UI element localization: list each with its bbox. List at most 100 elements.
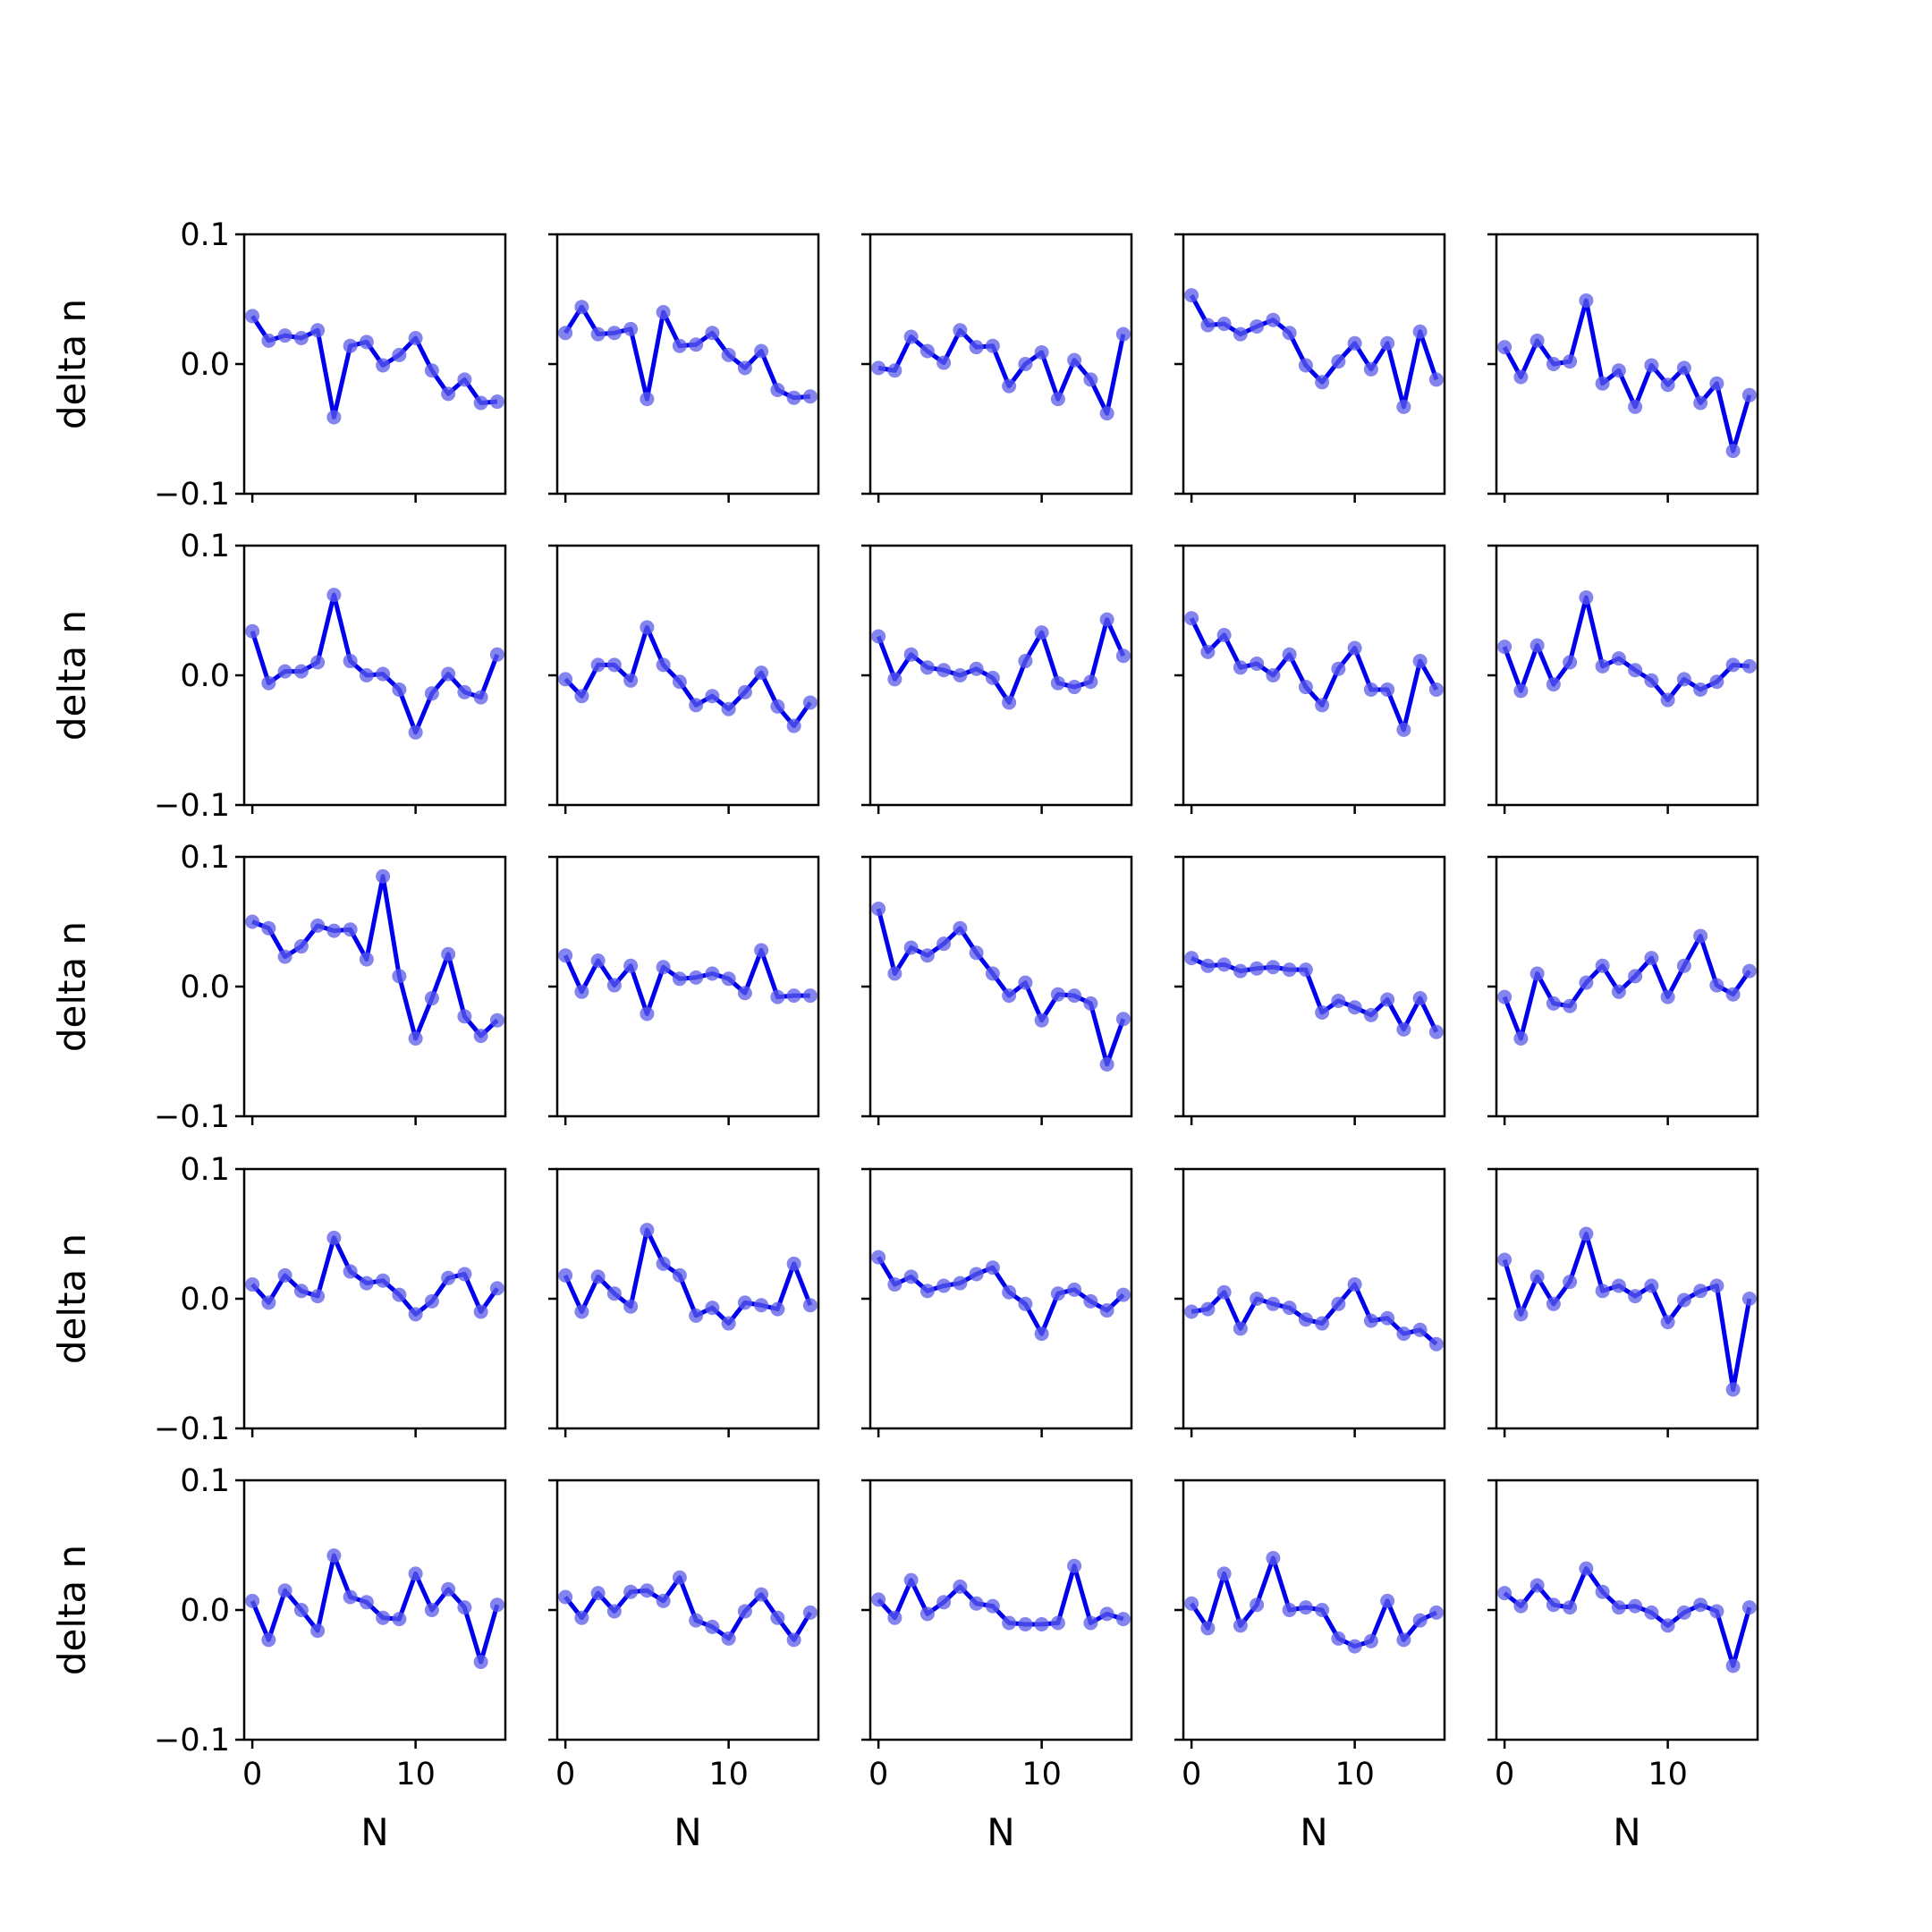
data-point [1233,963,1248,979]
data-point [1563,655,1578,670]
data-point [1266,668,1281,682]
data-point [672,971,687,987]
data-point [1579,292,1594,308]
data-point [705,966,720,981]
data-point [1200,318,1216,333]
data-point [623,673,639,688]
data-point [326,588,342,603]
data-point [1298,358,1313,373]
data-point [1676,1292,1691,1308]
data-point [623,321,639,336]
y-tick-label: 0.1 [180,529,230,564]
data-point [1660,377,1675,393]
panel-frame [1182,855,1446,1118]
data-point [689,970,704,985]
data-point [343,1264,358,1279]
data-point [1741,963,1757,979]
data-point [359,1595,374,1610]
data-point [1233,1321,1248,1336]
x-tick-label: 0 [242,1757,262,1792]
series-line [877,1563,1124,1627]
data-point [261,1295,276,1310]
x-tick-label: 0 [1495,1757,1514,1792]
data-point [1315,1603,1330,1617]
data-point [887,672,902,687]
data-point [1676,958,1691,973]
data-point [359,668,374,682]
data-point [871,902,886,916]
data-point [969,1267,984,1282]
data-point [457,372,472,387]
panel-frame [242,1479,507,1741]
data-point [1563,1275,1578,1290]
data-point [1083,1293,1098,1309]
data-point [376,1273,391,1288]
data-point [1002,695,1017,710]
data-point [473,690,488,705]
data-point [871,1250,886,1265]
data-point [1363,361,1378,377]
data-point [887,1277,902,1292]
data-point [919,343,935,359]
data-point [1115,326,1131,342]
data-point [1579,590,1594,605]
data-point [640,1223,655,1238]
data-point [1497,340,1513,355]
panel-frame [555,233,820,496]
data-point [1611,1278,1626,1293]
data-point [1380,682,1395,697]
data-point [936,936,952,952]
data-point [245,309,260,324]
data-point [1250,1292,1265,1306]
data-point [985,1598,1000,1614]
panel-4-4 [1174,1167,1446,1437]
data-point [1412,654,1428,669]
panel-5-2: 0 10N [548,1479,820,1854]
data-point [424,991,439,1006]
series-line [1502,595,1750,703]
data-point [1115,648,1131,664]
data-point [903,940,919,955]
data-point [1250,656,1265,671]
x-tick-label: 10 [1021,1757,1062,1792]
x-axis-label: N [360,1810,388,1854]
data-point [293,331,309,345]
data-point [754,665,769,681]
data-point [903,1269,919,1284]
data-point [1050,1286,1065,1301]
data-point [1628,663,1643,678]
data-point [1266,960,1281,975]
data-point [656,1256,671,1271]
x-axis-label: N [674,1810,701,1854]
data-point [1363,1633,1378,1648]
data-point [1184,951,1199,966]
data-point [786,390,801,405]
data-point [277,949,292,964]
panel-3-3 [861,855,1133,1125]
panel-4-1: −0.1 0.0 0.1 delta n [50,1152,507,1447]
data-point [721,347,736,362]
data-point [1693,395,1708,411]
data-point [1380,992,1395,1007]
data-point [1644,951,1659,966]
data-point [1216,957,1232,972]
data-point [672,1267,687,1283]
data-point [919,948,935,963]
panel-3-4 [1174,855,1446,1125]
data-point [802,389,818,404]
data-point [376,358,391,373]
data-point [1611,651,1626,666]
data-point [457,1267,472,1282]
data-point [1741,387,1757,402]
data-point [887,966,902,981]
data-point [1546,357,1561,371]
data-point [1396,722,1411,737]
data-point [1725,444,1741,459]
data-point [489,1013,504,1028]
data-point [1034,1013,1049,1028]
data-point [441,1581,456,1597]
y-tick-label: 0.1 [180,840,230,876]
panel-1-4 [1174,233,1446,503]
panel-frame [869,233,1133,496]
data-point [737,684,752,699]
